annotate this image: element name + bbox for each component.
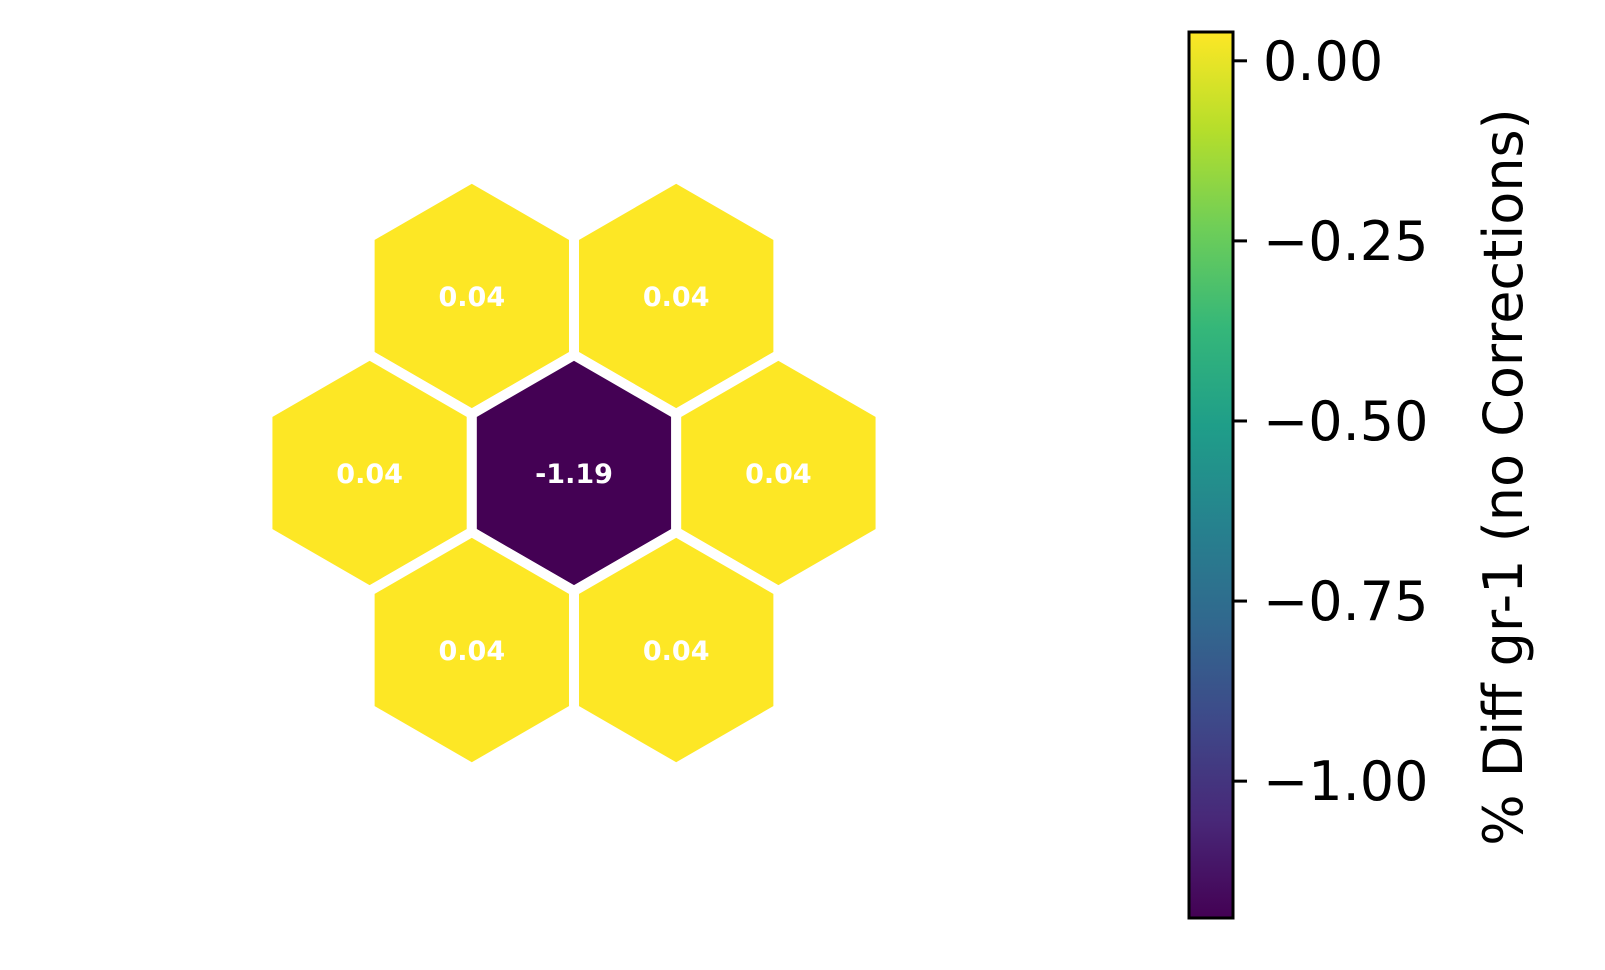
- hex-value-label: -1.19: [535, 459, 613, 490]
- colorbar-tick-label: 0.00: [1263, 30, 1383, 93]
- hex-value-label: 0.04: [438, 282, 505, 313]
- hex-value-label: 0.04: [643, 636, 710, 667]
- hex-value-label: 0.04: [643, 282, 710, 313]
- colorbar-tick-label: −1.00: [1263, 750, 1428, 813]
- hexagon-grid: [262, 172, 886, 774]
- colorbar-tick-label: −0.50: [1263, 390, 1428, 453]
- colorbar: 0.00 −0.25 −0.50 −0.75 −1.00 % Diff gr-1 (no…: [1187, 30, 1535, 920]
- colorbar-ticks: 0.00 −0.25 −0.50 −0.75 −1.00: [1233, 30, 1428, 813]
- hex-value-label: 0.04: [336, 459, 403, 490]
- colorbar-tick-label: −0.25: [1263, 210, 1428, 273]
- colorbar-title: % Diff gr-1 (no Corrections): [1472, 108, 1535, 846]
- hex-cell-r2-c1: [569, 526, 784, 774]
- colorbar-gradient: [1187, 30, 1235, 920]
- hex-value-label: 0.04: [745, 459, 812, 490]
- hex-value-label: 0.04: [438, 636, 505, 667]
- hexagon-labels: 0.04 0.04 0.04 -1.19 0.04 0.04 0.04: [336, 282, 811, 667]
- colorbar-tick-label: −0.75: [1263, 570, 1428, 633]
